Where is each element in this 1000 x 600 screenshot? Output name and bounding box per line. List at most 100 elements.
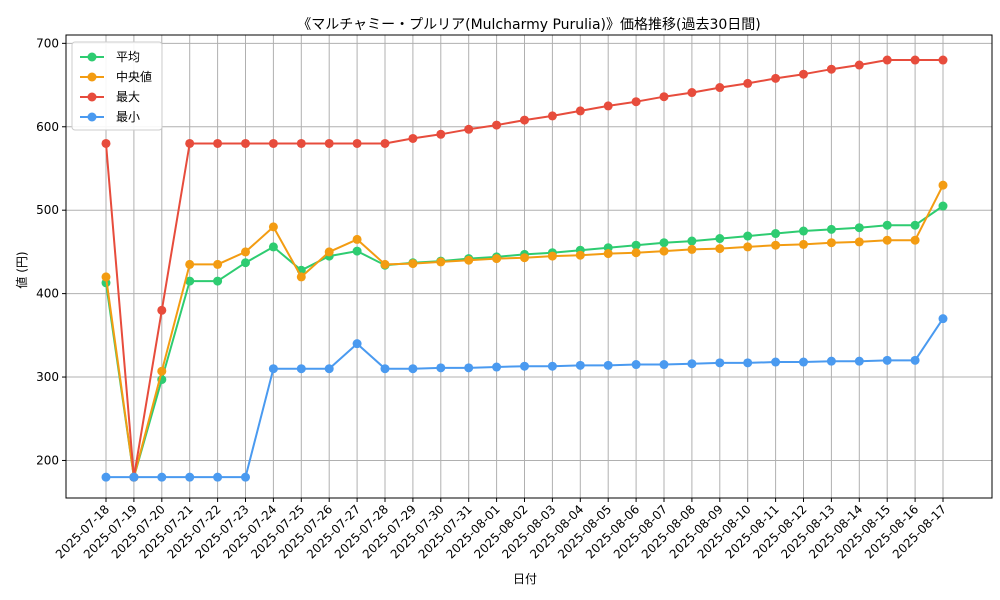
data-point xyxy=(938,201,948,211)
data-point xyxy=(575,250,585,260)
data-point xyxy=(268,138,278,148)
data-point xyxy=(882,355,892,365)
data-point xyxy=(241,258,250,268)
data-point xyxy=(659,246,669,256)
data-point xyxy=(631,360,641,370)
data-point xyxy=(882,55,892,65)
data-point xyxy=(826,64,836,74)
data-point xyxy=(520,115,529,125)
chart-title: 《マルチャミー・プルリア(Mulcharmy Purulia)》価格推移(過去3… xyxy=(297,17,760,33)
data-point xyxy=(938,180,948,190)
data-point xyxy=(715,234,725,244)
y-tick-label: 700 xyxy=(36,36,59,50)
legend-entry: 中央値 xyxy=(80,69,152,84)
data-point xyxy=(771,357,781,367)
data-point xyxy=(575,360,585,370)
data-point xyxy=(268,242,278,252)
data-point xyxy=(324,247,334,257)
data-point xyxy=(352,234,362,244)
data-point xyxy=(938,55,948,65)
legend-label: 最小 xyxy=(116,110,140,124)
data-point xyxy=(241,472,250,482)
data-point xyxy=(854,237,864,247)
series-1 xyxy=(101,180,948,482)
data-point xyxy=(854,60,864,70)
data-point xyxy=(185,276,195,286)
data-point xyxy=(296,138,306,148)
legend-label: 平均 xyxy=(116,50,140,64)
data-point xyxy=(380,259,390,269)
data-point xyxy=(715,244,725,254)
data-point xyxy=(882,220,892,230)
data-point xyxy=(910,220,920,230)
data-point xyxy=(101,138,111,148)
data-point xyxy=(743,358,753,368)
data-point xyxy=(268,222,278,232)
data-point xyxy=(910,235,920,245)
data-point xyxy=(826,224,836,234)
data-point xyxy=(380,138,390,148)
data-point xyxy=(408,364,418,374)
data-point xyxy=(324,138,334,148)
data-point xyxy=(101,472,111,482)
plot-frame xyxy=(65,34,993,499)
data-point xyxy=(101,272,111,282)
data-point xyxy=(157,366,167,376)
data-point xyxy=(659,92,669,102)
data-point xyxy=(743,231,753,241)
data-point xyxy=(799,226,808,236)
data-point xyxy=(603,360,613,370)
legend-entry: 最大 xyxy=(80,90,140,104)
data-point xyxy=(547,111,557,121)
data-point xyxy=(352,138,362,148)
y-tick-label: 500 xyxy=(36,203,59,217)
data-point xyxy=(743,78,753,88)
data-point xyxy=(185,259,195,269)
data-point xyxy=(799,357,808,367)
data-point xyxy=(408,133,418,143)
data-point xyxy=(687,236,697,246)
data-point xyxy=(352,339,362,349)
series-layer xyxy=(101,55,948,482)
series-3 xyxy=(101,314,948,482)
data-point xyxy=(799,69,808,79)
data-point xyxy=(324,364,334,374)
y-tick-label: 600 xyxy=(36,120,59,134)
data-point xyxy=(213,276,223,286)
data-point xyxy=(157,305,167,315)
data-point xyxy=(910,355,920,365)
data-point xyxy=(520,253,529,263)
data-point xyxy=(715,83,725,93)
data-point xyxy=(743,242,753,252)
y-tick-label: 200 xyxy=(36,453,59,467)
data-point xyxy=(687,244,697,254)
data-point xyxy=(464,124,474,134)
data-point xyxy=(185,138,195,148)
legend-box xyxy=(71,41,163,131)
data-point xyxy=(520,361,529,371)
data-point xyxy=(659,238,669,248)
legend-label: 中央値 xyxy=(116,69,152,84)
data-point xyxy=(603,101,613,111)
data-point xyxy=(771,240,781,250)
data-point xyxy=(492,362,502,372)
data-point xyxy=(268,364,278,374)
data-point xyxy=(631,240,641,250)
data-point xyxy=(296,272,306,282)
data-point xyxy=(771,229,781,239)
data-point xyxy=(631,248,641,258)
data-point xyxy=(687,359,697,369)
legend-entry: 平均 xyxy=(80,50,140,64)
data-point xyxy=(799,239,808,249)
data-point xyxy=(213,472,223,482)
data-point xyxy=(910,55,920,65)
data-point xyxy=(157,472,167,482)
data-point xyxy=(213,259,223,269)
y-axis-label: 値 (円) xyxy=(14,251,29,288)
data-point xyxy=(436,363,446,373)
data-point xyxy=(854,223,864,233)
y-tick-label: 300 xyxy=(36,370,59,384)
legend-marker xyxy=(87,72,97,82)
